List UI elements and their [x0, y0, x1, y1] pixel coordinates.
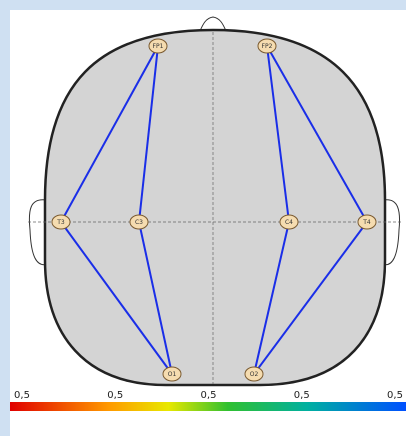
electrode: FP2	[258, 39, 276, 53]
scale-label: 0,5	[294, 390, 310, 401]
electrode-label: O2	[250, 371, 259, 378]
electrode: FP1	[149, 39, 167, 53]
diagram: FP1 FP2 T3 C3 C4 T4 O1 O2 0,5 0,5 0,5 0,5 0,5	[0, 0, 406, 436]
color-scale	[10, 402, 406, 411]
electrode-label: FP2	[262, 43, 273, 50]
electrode: O1	[163, 367, 181, 381]
electrode: T3	[52, 215, 70, 229]
page: FP1FP2T3C3C4T4O1O2 0,50,50,50,50,5 (() =…	[0, 0, 406, 436]
electrode-label: C4	[285, 219, 293, 226]
electrode-label: O1	[168, 371, 177, 378]
electrode: C3	[130, 215, 148, 229]
scale-label: 0,5	[201, 390, 217, 401]
electrode-label: FP1	[153, 43, 164, 50]
electrode: C4	[280, 215, 298, 229]
electrode-label: C3	[135, 219, 143, 226]
electrode-label: T3	[56, 219, 65, 226]
head	[45, 30, 385, 385]
scale-label: 0,5	[107, 390, 123, 401]
electrode-label: T4	[362, 219, 371, 226]
electrode: T4	[358, 215, 376, 229]
electrode: O2	[245, 367, 263, 381]
scale-label: 0,5	[14, 390, 30, 401]
scale-label: 0,5	[387, 390, 403, 401]
